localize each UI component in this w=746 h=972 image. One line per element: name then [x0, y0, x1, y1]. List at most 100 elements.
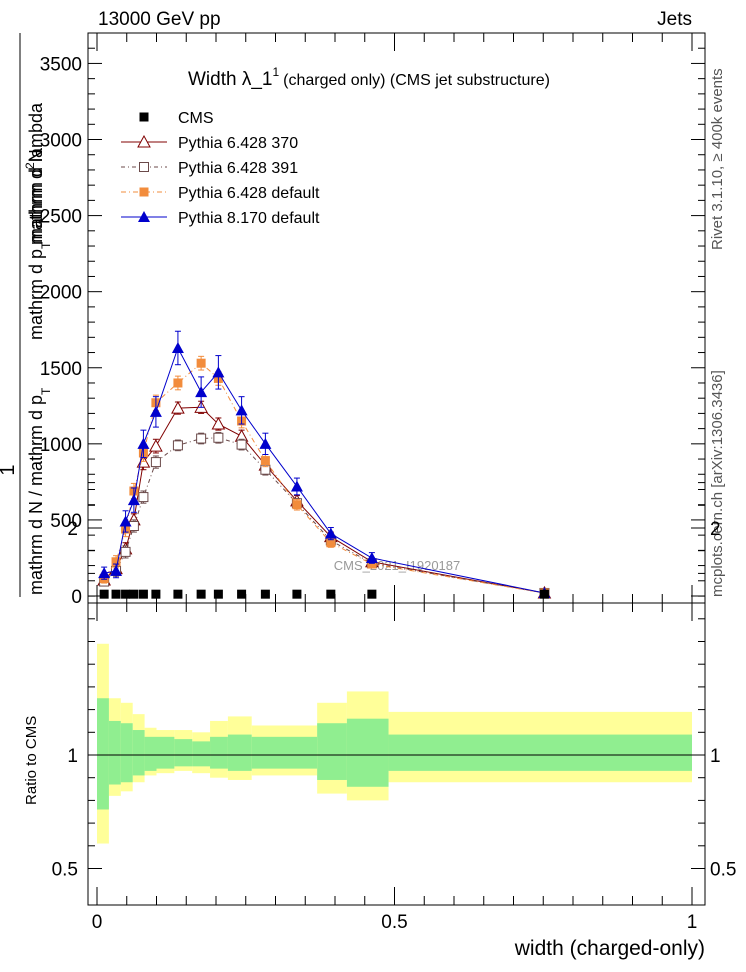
series-line [103, 362, 545, 594]
data-point [149, 439, 163, 452]
series-layer [97, 330, 552, 599]
legend-label: Pythia 6.428 default [178, 185, 320, 202]
legend-marker [138, 211, 150, 222]
data-point [290, 480, 303, 492]
data-point [111, 589, 121, 599]
ratio-inner-band-bin [210, 736, 228, 769]
x-tick-label: 0.5 [381, 912, 407, 933]
ratio-plot-frame [87, 602, 706, 906]
y-tick-label: 3500 [40, 54, 82, 75]
y-tick-label: 500 [50, 511, 82, 532]
ratio-axes: 0 0.5 1 0.5 0.5 1 1 2 2 [52, 482, 736, 933]
data-point [150, 457, 161, 468]
data-point [196, 358, 206, 368]
data-point [127, 494, 140, 506]
data-point [292, 589, 302, 599]
mcplots-source-label: mcplots.cern.ch [arXiv:1306.3436] [709, 370, 726, 597]
data-point [260, 456, 270, 466]
ratio-y-axis-label: Ratio to CMS [23, 716, 40, 805]
ratio-y-tick-label: 1 [67, 746, 78, 767]
data-point [212, 366, 225, 378]
y-tick-label: 0 [71, 587, 82, 608]
main-y-axis-label: 1 mathrm d N / mathrm d pT mathrm d2N ma… [0, 33, 53, 597]
ratio-inner-band-bin [120, 723, 133, 783]
ratio-inner-band-bin [108, 720, 121, 785]
data-point [259, 437, 272, 449]
data-point [149, 405, 162, 417]
data-point [119, 515, 132, 527]
process-label: Jets [657, 9, 692, 30]
legend-marker [139, 187, 149, 197]
ratio-y-tick-label: 0.5 [52, 860, 78, 881]
data-point [111, 557, 121, 567]
data-point [235, 404, 248, 416]
data-point [292, 500, 302, 510]
data-point [171, 341, 184, 353]
y-label-den-sub: T [39, 387, 53, 395]
y-label-one: 1 [0, 464, 19, 475]
ratio-inner-band-bin [275, 736, 318, 769]
y-tick-label: 2500 [40, 207, 82, 228]
data-point [539, 589, 549, 599]
y-label-numerator-2: mathrm d pT [26, 241, 53, 340]
data-point [213, 589, 223, 599]
chart-title-tail: (charged only) (CMS jet substructure) [283, 72, 550, 89]
main-y-axis: 0 500 1000 1500 2000 2500 3000 3500 [40, 32, 705, 608]
ratio-band-inner [97, 698, 692, 810]
x-tick-label: 1 [687, 912, 698, 933]
ratio-inner-band-bin [251, 736, 276, 769]
x-axis-label: width (charged-only) [514, 937, 705, 960]
ratio-inner-band-bin [317, 723, 347, 780]
y-label-den-text: mathrm d N / mathrm d p [26, 395, 46, 595]
data-point [138, 589, 148, 599]
series-cms [99, 589, 549, 599]
data-point [326, 589, 336, 599]
ratio-inner-band-bin [132, 730, 145, 776]
data-point [172, 440, 183, 451]
legend-entry: Pythia 6.428 370 [121, 134, 298, 152]
data-point [213, 432, 224, 443]
data-point [121, 589, 131, 599]
data-point [196, 589, 206, 599]
ratio-inner-band-bin [156, 736, 175, 769]
ratio-y-tick-label: 2 [67, 519, 78, 540]
ratio-y-tick-label-right: 0.5 [710, 860, 736, 881]
chart-title-sup: 1 [272, 65, 279, 79]
data-point [173, 378, 183, 388]
ratio-inner-band-bin [227, 734, 252, 771]
data-point [99, 589, 109, 599]
ratio-inner-band-bin [192, 741, 211, 767]
y-label-num-sub: T [39, 241, 53, 249]
ratio-inner-band-bin [346, 718, 389, 787]
data-point [195, 386, 208, 398]
y-tick-label: 1000 [40, 435, 82, 456]
y-tick-label: 3000 [40, 131, 82, 152]
series-line [103, 406, 545, 594]
y-label-num-b: N [26, 149, 46, 162]
legend-entry: Pythia 6.428 391 [121, 160, 298, 177]
chart-title: Width λ_11 (charged only) (CMS jet substr… [188, 65, 550, 90]
data-point [260, 589, 270, 599]
data-point [129, 589, 139, 599]
analysis-watermark: CMS_2021_I1920187 [334, 558, 461, 573]
legend-entry: Pythia 8.170 default [121, 210, 320, 227]
series-pythia-6-428-370 [97, 400, 552, 599]
series-line [103, 437, 545, 594]
data-point [237, 589, 247, 599]
data-point [137, 437, 150, 449]
y-tick-label: 2000 [40, 283, 82, 304]
data-point [173, 589, 183, 599]
legend-entry: CMS [139, 110, 214, 127]
legend-label: Pythia 8.170 default [178, 210, 320, 227]
series-pythia-6-428-default [99, 355, 549, 598]
ratio-inner-band-bin [388, 734, 692, 771]
data-point [98, 567, 111, 579]
series-line [104, 346, 545, 594]
data-point [367, 559, 377, 569]
ratio-inner-band-bin [144, 736, 157, 771]
series-pythia-6-428-391 [99, 431, 550, 598]
y-label-numerator: mathrm d2N [23, 149, 46, 245]
data-point [151, 589, 161, 599]
data-point [138, 492, 149, 503]
